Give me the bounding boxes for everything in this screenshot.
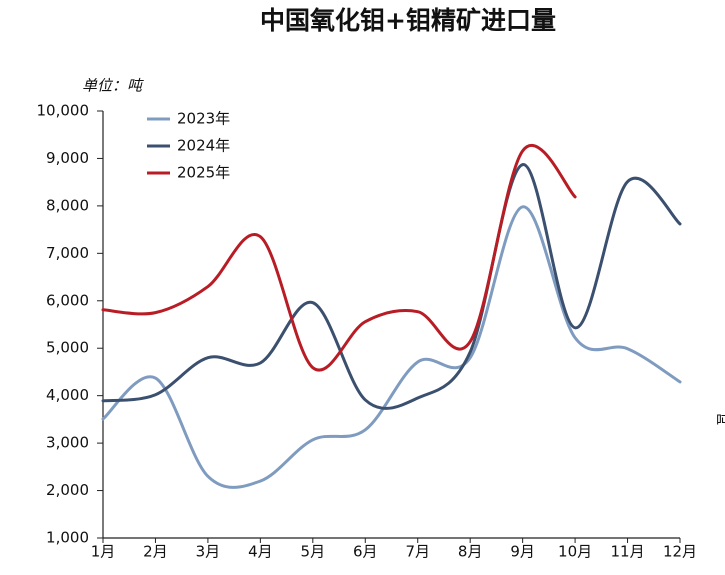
x-tick-label: 9月	[510, 543, 535, 561]
line-series	[101, 163, 682, 410]
y-tick-label: 5,000	[46, 339, 89, 357]
y-tick-label: 10,000	[37, 102, 90, 120]
x-tick-label: 2月	[143, 543, 168, 561]
x-tick-label: 5月	[301, 543, 326, 561]
y-tick-label: 2,000	[46, 481, 89, 499]
y-tick-label: 9,000	[46, 149, 89, 167]
legend-label: 2023年	[177, 110, 230, 128]
x-tick-label: 7月	[405, 543, 430, 561]
x-tick-label: 12月	[663, 543, 697, 561]
x-tick-label: 4月	[248, 543, 273, 561]
y-tick-label: 8,000	[46, 196, 89, 214]
y-tick-label: 4,000	[46, 386, 89, 404]
annotation: 吨	[716, 412, 725, 430]
chart-title: 中国氧化钼+钼精矿进口量	[260, 6, 556, 35]
line-series	[101, 205, 682, 489]
x-tick-label: 1月	[91, 543, 116, 561]
x-tick-label: 6月	[353, 543, 378, 561]
legend-label: 2024年	[177, 137, 230, 155]
x-tick-label: 3月	[196, 543, 221, 561]
line-series	[101, 143, 577, 372]
x-tick-label: 11月	[610, 543, 644, 561]
x-tick-label: 8月	[458, 543, 483, 561]
y-axis-label: 单位：吨	[82, 77, 144, 95]
y-tick-label: 6,000	[46, 291, 89, 309]
y-tick-label: 7,000	[46, 244, 89, 262]
y-tick-label: 1,000	[46, 529, 89, 547]
x-tick-label: 10月	[558, 543, 592, 561]
legend-label: 2025年	[177, 164, 230, 182]
y-tick-label: 3,000	[46, 434, 89, 452]
